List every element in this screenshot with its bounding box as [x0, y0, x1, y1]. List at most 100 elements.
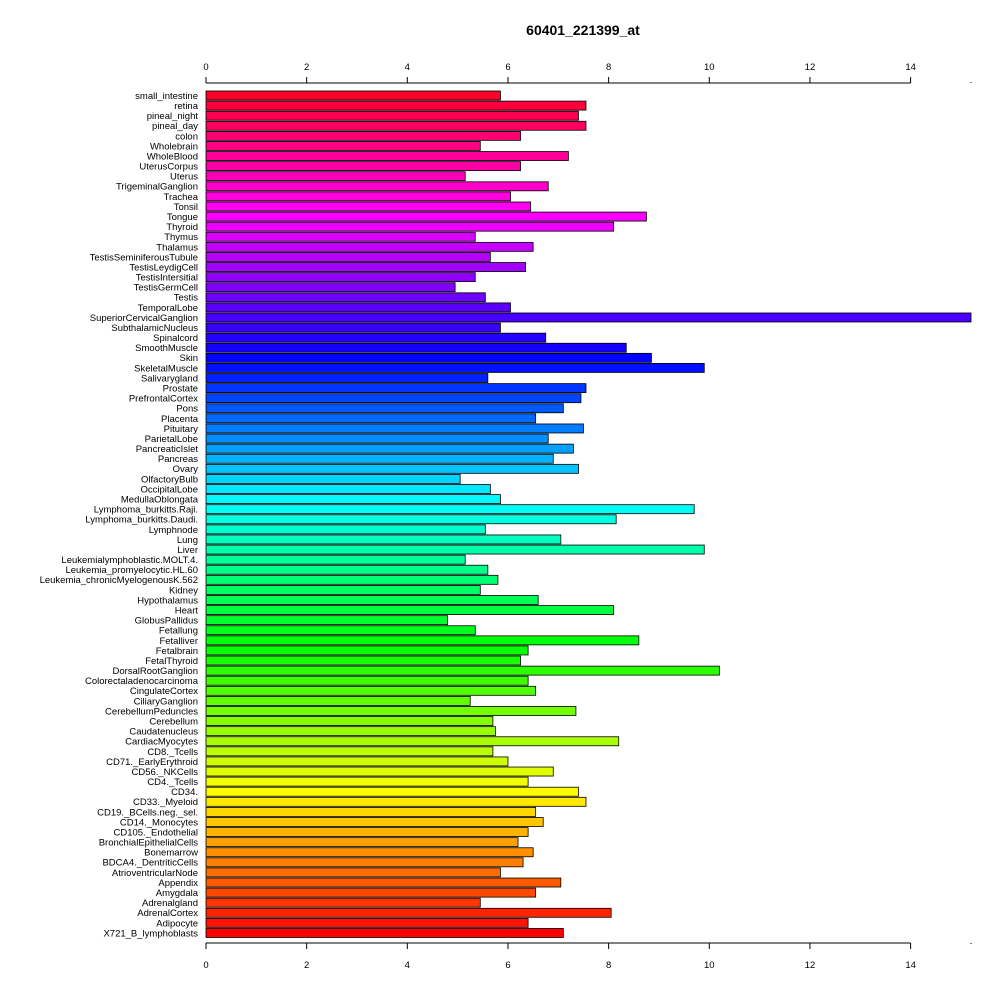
bar: [205, 484, 491, 494]
category-label: Colorectaladenocarcinoma: [85, 676, 199, 687]
category-label: Pituitary: [164, 424, 199, 435]
category-label: retina: [174, 101, 198, 112]
bar: [205, 524, 486, 535]
category-label: ParietalLobe: [145, 434, 198, 445]
category-label: Liver: [177, 545, 198, 556]
bar: [205, 393, 582, 404]
bar: [205, 917, 529, 928]
chart-title: 60401_221399_at: [526, 22, 640, 38]
category-label: OccipitalLobe: [140, 484, 198, 495]
bar: [205, 413, 537, 424]
bar: [205, 544, 705, 555]
category-label: CD105._Endothelial: [113, 827, 198, 838]
bar: [205, 474, 461, 484]
bar: [205, 241, 534, 252]
x-tick-label: 10: [704, 960, 715, 971]
bar: [205, 211, 647, 222]
category-label: TestisGermCell: [134, 283, 198, 294]
bar: [205, 252, 491, 262]
category-label: Bonemarrow: [144, 848, 198, 859]
bar: [205, 90, 501, 101]
category-label: CiliaryGanglion: [134, 696, 198, 707]
bar: [205, 625, 476, 636]
category-label: Thalamus: [156, 242, 198, 253]
category-label: SubthalamicNucleus: [111, 323, 198, 334]
category-label: Uterus: [170, 172, 198, 183]
category-label: Tongue: [167, 212, 198, 223]
bar: [205, 595, 539, 605]
category-label: Tonsil: [174, 202, 198, 213]
category-label: Lymphnode: [149, 525, 198, 536]
bar: [205, 201, 532, 212]
bar: [205, 322, 501, 333]
bar: [205, 928, 564, 938]
category-labels-group: small_intestineretinapineal_nightpineal_…: [40, 91, 199, 939]
x-tick-label: 12: [805, 960, 816, 971]
bar: [205, 645, 529, 656]
bar: [205, 110, 579, 121]
category-label: Thyroid: [166, 222, 198, 233]
category-label: Kidney: [169, 585, 198, 596]
category-label: pineal_day: [152, 121, 198, 132]
bar: [205, 191, 511, 202]
bar: [205, 383, 587, 394]
bar: [205, 363, 705, 373]
category-label: DorsalRootGanglion: [112, 666, 198, 677]
x-tick-label: 4: [405, 62, 410, 73]
category-label: TestisLeydigCell: [129, 262, 198, 273]
category-label: SuperiorCervicalGanglion: [90, 313, 198, 324]
bar: [205, 665, 720, 676]
category-label: CD71._EarlyErythroid: [106, 757, 198, 768]
bar: [205, 171, 466, 182]
x-tick-label: 8: [606, 62, 611, 73]
category-label: pineal_night: [147, 111, 199, 122]
bar: [205, 494, 501, 505]
category-label: CD8._Tcells: [147, 747, 198, 758]
category-label: PancreaticIslet: [136, 444, 199, 455]
bar: [205, 907, 612, 918]
bars-group: [205, 90, 972, 938]
bar: [205, 696, 471, 706]
bar: [205, 120, 587, 131]
bar: [205, 534, 562, 545]
bar: [205, 766, 554, 777]
x-tick-label: 4: [405, 960, 410, 971]
bar: [205, 443, 574, 454]
category-label: Pons: [176, 404, 198, 415]
bar: [205, 756, 509, 767]
category-label: SmoothMuscle: [135, 343, 198, 354]
bar: [205, 806, 537, 817]
category-label: PrefrontalCortex: [129, 394, 198, 405]
category-label: CerebellumPeduncles: [105, 706, 198, 717]
bar: [205, 342, 627, 353]
bar: [205, 655, 521, 666]
x-tick-label: 12: [805, 62, 816, 73]
category-label: Wholebrain: [150, 141, 198, 152]
bar: [205, 827, 529, 837]
category-label: Cerebellum: [149, 716, 198, 727]
category-label: AdrenalCortex: [137, 908, 198, 919]
bar: [205, 433, 549, 444]
bar: [205, 675, 529, 686]
bar: [205, 776, 529, 787]
bar: [205, 373, 489, 383]
x-tick-label: 6: [505, 62, 510, 73]
bar: [205, 786, 579, 797]
x-tick-label: 10: [704, 62, 715, 73]
bar: [205, 514, 617, 525]
bar: [205, 574, 499, 585]
category-label: CD19._BCells.neg._sel.: [97, 807, 198, 818]
category-label: Amygdala: [156, 888, 199, 899]
category-label: Adrenalgland: [142, 898, 198, 909]
category-label: Ovary: [173, 464, 199, 475]
bar: [205, 726, 496, 737]
bar: [205, 272, 476, 283]
category-label: Lung: [177, 535, 198, 546]
category-label: Trachea: [164, 192, 199, 203]
category-label: SkeletalMuscle: [134, 363, 198, 374]
category-label: CingulateCortex: [130, 686, 198, 697]
category-label: Fetalliver: [159, 636, 198, 647]
category-label: CD34.: [171, 787, 198, 798]
category-label: CD14._Monocytes: [120, 817, 198, 828]
category-label: Leukemialymphoblastic.MOLT.4.: [61, 555, 198, 566]
